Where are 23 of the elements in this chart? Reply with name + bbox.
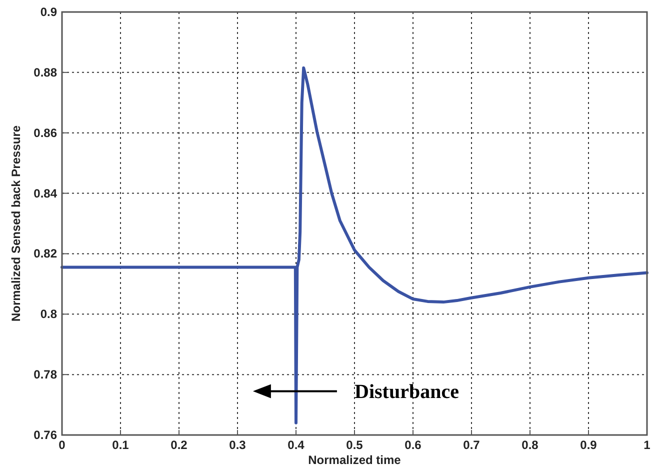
y-tick-label: 0.9 [40, 5, 58, 19]
x-tick-label: 0 [58, 438, 66, 452]
x-tick-label: 0.8 [522, 438, 539, 452]
y-tick-label: 0.84 [34, 186, 58, 200]
y-tick-label: 0.88 [34, 65, 58, 80]
x-tick-label: 0.2 [170, 438, 188, 452]
x-tick-label: 0.5 [346, 438, 364, 452]
y-tick-label: 0.86 [34, 126, 58, 140]
y-axis-title: Normalized Sensed back Pressure [9, 125, 23, 322]
annotation: Disturbance [354, 381, 460, 404]
x-axis-title: Normalized time [308, 453, 402, 467]
x-tick-label: 0.9 [580, 438, 598, 452]
y-tick-label: 0.82 [34, 246, 58, 261]
x-tick-label: 0.1 [112, 438, 130, 452]
x-tick-label: 0.7 [463, 438, 480, 452]
y-tick-label: 0.78 [34, 368, 58, 382]
x-tick-label: 1 [644, 438, 651, 452]
x-tick-label: 0.3 [229, 438, 246, 452]
y-tick-label: 0.76 [34, 428, 58, 442]
x-tick-label: 0.4 [288, 438, 305, 452]
y-tick-label: 0.8 [40, 307, 58, 322]
line-series [60, 66, 648, 424]
x-tick-label: 0.6 [404, 438, 422, 452]
